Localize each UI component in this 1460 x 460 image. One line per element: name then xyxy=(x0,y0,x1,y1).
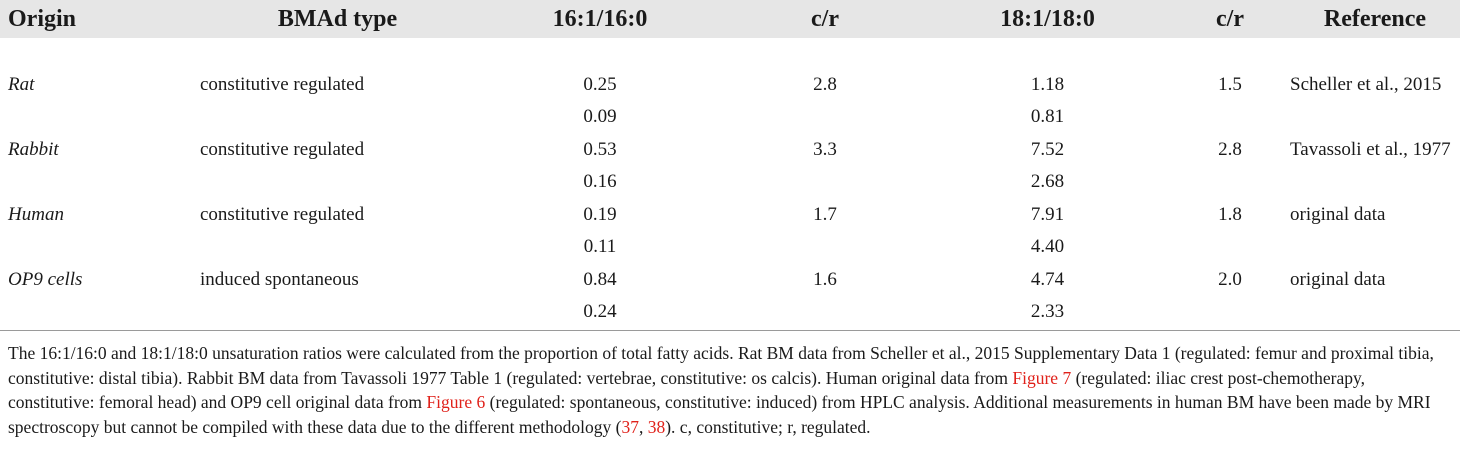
cell-cr-16: 3.3 xyxy=(813,139,837,160)
ratio-16-constitutive: 0.84 xyxy=(583,269,617,290)
ratio-18-constitutive: 7.52 xyxy=(1030,139,1065,160)
footnote-text-4: ). c, constitutive; r, regulated. xyxy=(665,416,871,437)
cell-reference: original data xyxy=(1290,269,1386,290)
header-cr-16: c/r xyxy=(811,5,839,32)
cell-ratio-16: 0.19 0.11 xyxy=(475,199,725,264)
cell-bmad-type: induced spontaneous xyxy=(200,269,359,290)
cell-ratio-18: 7.91 4.40 xyxy=(925,199,1170,264)
cell-bmad-type: constitutive regulated xyxy=(200,204,365,225)
cell-origin: Human xyxy=(0,199,200,264)
origin-name: OP9 cells xyxy=(8,269,83,290)
table-row: Rabbit constitutive regulated 0.53 0.16 3… xyxy=(0,134,1460,199)
origin-name: Human xyxy=(8,204,64,225)
cell-cr-18: 1.8 xyxy=(1218,204,1242,225)
ratio-16-constitutive: 0.19 xyxy=(583,204,617,225)
ratio-18-constitutive: 4.74 xyxy=(1030,269,1065,290)
ratio-18-constitutive: 1.18 xyxy=(1030,74,1065,95)
origin-name: Rat xyxy=(8,74,35,95)
cell-bmad-type: constitutive regulated xyxy=(200,139,365,160)
footnote-text-3: (regulated: spontaneous, constitutive: i… xyxy=(8,392,1431,437)
cell-cr-16: 1.6 xyxy=(813,269,837,290)
cell-origin: OP9 cells xyxy=(0,264,200,340)
ratio-18-regulated: 0.81 xyxy=(1030,106,1065,127)
footnote-text-1: The 16:1/16:0 and 18:1/18:0 unsaturation… xyxy=(8,343,1434,388)
cell-cr-18: 1.5 xyxy=(1218,74,1242,95)
header-ratio-18: 18:1/18:0 xyxy=(1000,5,1095,32)
footnote-text-2: (regulated: iliac crest post-chemotherap… xyxy=(8,367,1366,413)
cell-cr-18: 2.8 xyxy=(1218,139,1242,160)
reference-38-link[interactable]: 38 xyxy=(647,416,666,437)
ratio-18-regulated: 2.68 xyxy=(1030,171,1065,192)
ratio-16-regulated: 0.16 xyxy=(583,171,617,192)
ratio-16-regulated: 0.24 xyxy=(583,301,617,322)
ratio-16-regulated: 0.09 xyxy=(583,106,617,127)
table-row: OP9 cells induced spontaneous 0.84 0.24 1… xyxy=(0,264,1460,340)
cell-ratio-18: 7.52 2.68 xyxy=(925,134,1170,199)
header-cr-18: c/r xyxy=(1216,5,1244,32)
ratio-18-regulated: 2.33 xyxy=(1030,301,1065,322)
ratio-18-constitutive: 7.91 xyxy=(1030,204,1065,225)
ratio-16-regulated: 0.11 xyxy=(583,236,617,257)
table-body: Rat constitutive regulated 0.25 0.09 2.8 … xyxy=(0,38,1460,340)
cell-ratio-16: 0.53 0.16 xyxy=(475,134,725,199)
table-bottom-rule xyxy=(0,330,1460,331)
cell-cr-16: 1.7 xyxy=(813,204,837,225)
cell-reference: Tavassoli et al., 1977 xyxy=(1290,139,1451,160)
table-row: Rat constitutive regulated 0.25 0.09 2.8 … xyxy=(0,38,1460,134)
cell-ratio-18: 4.74 2.33 xyxy=(925,264,1170,340)
cell-origin: Rabbit xyxy=(0,134,200,199)
ratio-16-constitutive: 0.53 xyxy=(583,139,617,160)
origin-name: Rabbit xyxy=(8,139,59,160)
ratio-18-regulated: 4.40 xyxy=(1030,236,1065,257)
figure-7-link[interactable]: Figure 7 xyxy=(1012,367,1072,388)
cell-bmad-type: constitutive regulated xyxy=(200,74,365,95)
table-header: Origin BMAd type 16:1/16:0 c/r 18:1/18:0… xyxy=(0,0,1460,38)
cell-reference: original data xyxy=(1290,204,1386,225)
header-bmad-type: BMAd type xyxy=(277,5,398,32)
table-row: Human constitutive regulated 0.19 0.11 1.… xyxy=(0,199,1460,264)
reference-37-link[interactable]: 37 xyxy=(621,416,639,437)
cell-ratio-18: 1.18 0.81 xyxy=(925,38,1170,134)
header-reference: Reference xyxy=(1323,5,1427,32)
cell-ratio-16: 0.84 0.24 xyxy=(475,264,725,340)
cell-cr-18: 2.0 xyxy=(1218,269,1242,290)
footnote-separator: , xyxy=(638,416,648,437)
ratio-16-constitutive: 0.25 xyxy=(583,74,617,95)
cell-ratio-16: 0.25 0.09 xyxy=(475,38,725,134)
data-table: Origin BMAd type 16:1/16:0 c/r 18:1/18:0… xyxy=(0,0,1460,340)
header-origin: Origin xyxy=(8,5,77,32)
cell-origin: Rat xyxy=(0,38,200,134)
figure-6-link[interactable]: Figure 6 xyxy=(426,392,486,412)
cell-cr-16: 2.8 xyxy=(813,74,837,95)
header-ratio-16: 16:1/16:0 xyxy=(552,5,648,32)
cell-reference: Scheller et al., 2015 xyxy=(1290,74,1442,95)
header-row: Origin BMAd type 16:1/16:0 c/r 18:1/18:0… xyxy=(0,0,1460,38)
table-footnote: The 16:1/16:0 and 18:1/18:0 unsaturation… xyxy=(8,341,1454,439)
